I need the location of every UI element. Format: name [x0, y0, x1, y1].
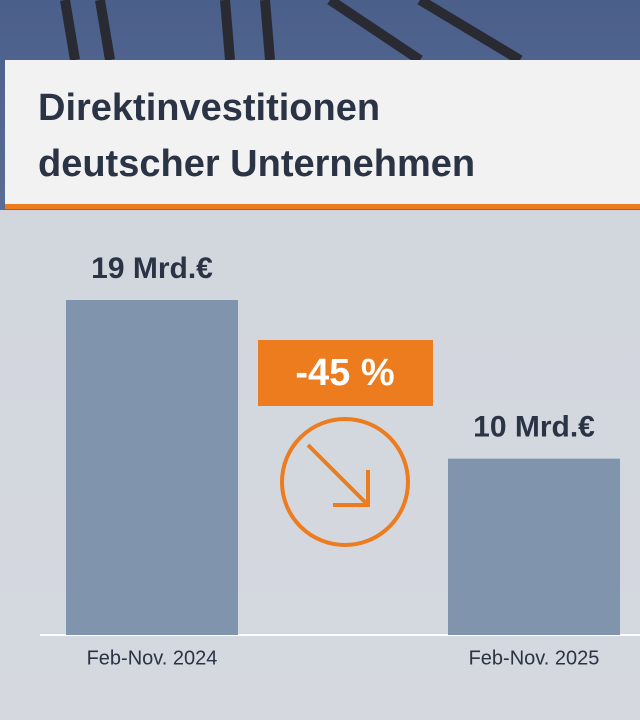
title-panel	[5, 60, 640, 205]
x-tick-label: Feb-Nov. 2024	[87, 647, 218, 669]
value-label: 19 Mrd.€	[91, 252, 213, 285]
chart-title: Direktinvestitionen deutscher Unternehmen	[38, 87, 475, 185]
bar	[448, 458, 620, 635]
down-arrow-icon	[280, 417, 410, 547]
title-underline	[5, 204, 640, 209]
change-annotation: -45 %	[295, 352, 394, 394]
change-badge	[258, 340, 433, 406]
x-tick-label: Feb-Nov. 2025	[469, 647, 600, 669]
crane-silhouette	[60, 0, 523, 65]
bar	[66, 300, 238, 635]
value-label: 10 Mrd.€	[473, 411, 595, 444]
